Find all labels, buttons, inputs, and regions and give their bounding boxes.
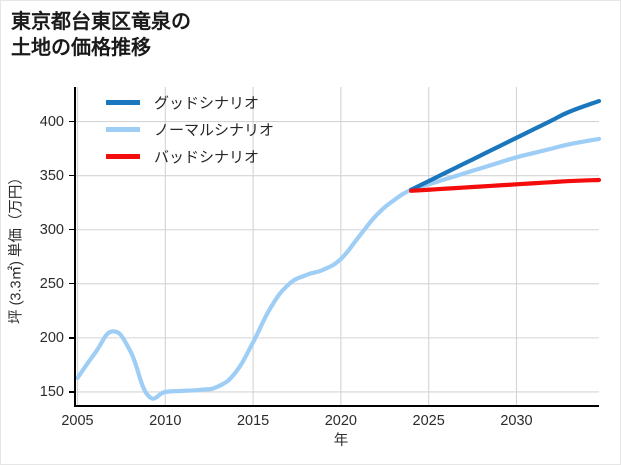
series-line: [409, 177, 602, 193]
legend-item[interactable]: ノーマルシナリオ: [106, 116, 336, 143]
y-tick-label: 150: [39, 383, 64, 400]
legend-color-swatch: [106, 154, 140, 159]
y-axis-label: 坪 (3.3㎡) 単価（万円）: [8, 169, 25, 324]
legend-item[interactable]: グッドシナリオ: [106, 89, 336, 116]
series-line: [75, 136, 602, 401]
x-tick-label: 2025: [412, 413, 445, 429]
legend-color-swatch: [106, 127, 140, 132]
x-tick-label: 2015: [236, 413, 270, 429]
x-axis-label: 年: [333, 433, 349, 449]
series-line: [409, 98, 602, 192]
legend-item[interactable]: バッドシナリオ: [106, 143, 336, 170]
gridlines: [74, 87, 599, 406]
legend-item-label: バッドシナリオ: [154, 149, 260, 166]
y-tick-label: 250: [39, 275, 64, 292]
legend-item-label: ノーマルシナリオ: [154, 122, 275, 139]
y-tick-mark: [69, 229, 74, 231]
y-tick-label: 300: [39, 221, 64, 238]
x-tick-label: 2020: [324, 413, 358, 429]
y-tick-mark: [69, 391, 74, 393]
y-tick-label: 350: [39, 167, 64, 184]
y-tick-label: 400: [39, 113, 64, 130]
x-tick-label: 2005: [61, 413, 94, 429]
chart-legend: グッドシナリオ ノーマルシナリオ バッドシナリオ: [106, 89, 336, 170]
chart-canvas: [74, 87, 602, 406]
x-axis-spine: [74, 405, 599, 407]
y-tick-label: 200: [39, 329, 64, 346]
chart-title: 東京都台東区竜泉の 土地の価格推移: [11, 11, 191, 60]
plot-area: [74, 87, 602, 407]
y-tick-mark: [69, 337, 74, 339]
legend-item-label: グッドシナリオ: [154, 95, 260, 112]
y-tick-mark: [69, 283, 74, 285]
y-axis-spine: [74, 87, 76, 406]
y-tick-mark: [69, 175, 74, 177]
series-lines: [75, 98, 602, 401]
legend-color-swatch: [106, 100, 140, 105]
x-tick-label: 2010: [149, 413, 182, 429]
y-tick-mark: [69, 121, 74, 123]
y-axis-label-holder: 坪 (3.3㎡) 単価（万円）: [9, 87, 25, 406]
x-tick-label: 2030: [500, 413, 533, 429]
